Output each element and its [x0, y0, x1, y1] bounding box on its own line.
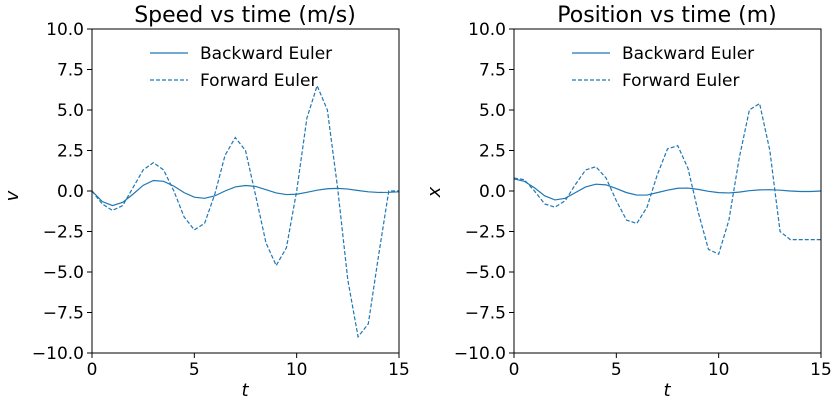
legend-label: Forward Euler [200, 71, 317, 91]
y-tick-label: −7.5 [43, 304, 84, 324]
y-tick-label: 2.5 [479, 142, 506, 162]
series-line-forward-euler [514, 102, 821, 256]
y-tick-label: −5.0 [43, 263, 84, 283]
legend-label: Forward Euler [622, 71, 739, 91]
x-tick-label: 10 [286, 360, 308, 380]
legend-label: Backward Euler [622, 44, 754, 64]
x-tick-label: 5 [189, 360, 200, 380]
x-tick-label: 15 [810, 360, 832, 380]
y-tick-label: 10.0 [46, 20, 84, 40]
y-tick-label: 10.0 [468, 20, 506, 40]
x-tick-label: 10 [708, 360, 730, 380]
position-chart: Position vs time (m) t x 0 5 10 15 10.0 7.5 5.… [424, 3, 832, 401]
x-tick-label: 0 [509, 360, 520, 380]
series-line-forward-euler [92, 83, 399, 339]
x-tick-label: 0 [87, 360, 98, 380]
y-tick-label: −2.5 [43, 223, 84, 243]
series-line-backward-euler [514, 178, 821, 201]
y-tick-label: −5.0 [465, 263, 506, 283]
y-tick-label: 7.5 [57, 61, 84, 81]
legend-label: Backward Euler [200, 44, 332, 64]
y-axis-label: v [2, 190, 23, 201]
y-tick-label: 0.0 [479, 182, 506, 202]
x-axis-label: t [663, 380, 671, 401]
y-tick-label: 0.0 [57, 182, 84, 202]
chart-title: Position vs time (m) [557, 3, 776, 28]
y-tick-label: −10.0 [454, 344, 506, 364]
x-axis-label: t [241, 380, 249, 401]
y-tick-label: 7.5 [479, 61, 506, 81]
x-tick-label: 15 [388, 360, 410, 380]
chart-title: Speed vs time (m/s) [134, 3, 356, 28]
y-tick-label: −7.5 [465, 304, 506, 324]
y-tick-label: −10.0 [32, 344, 84, 364]
y-axis-label: x [424, 186, 445, 198]
y-tick-label: 2.5 [57, 142, 84, 162]
y-tick-label: 5.0 [479, 101, 506, 121]
speed-chart: Speed vs time (m/s) t v 0 5 10 15 10.0 7.5 5.0… [2, 3, 410, 401]
series-line-backward-euler [92, 179, 399, 207]
x-tick-label: 5 [611, 360, 622, 380]
y-tick-label: 5.0 [57, 101, 84, 121]
y-tick-label: −2.5 [465, 223, 506, 243]
